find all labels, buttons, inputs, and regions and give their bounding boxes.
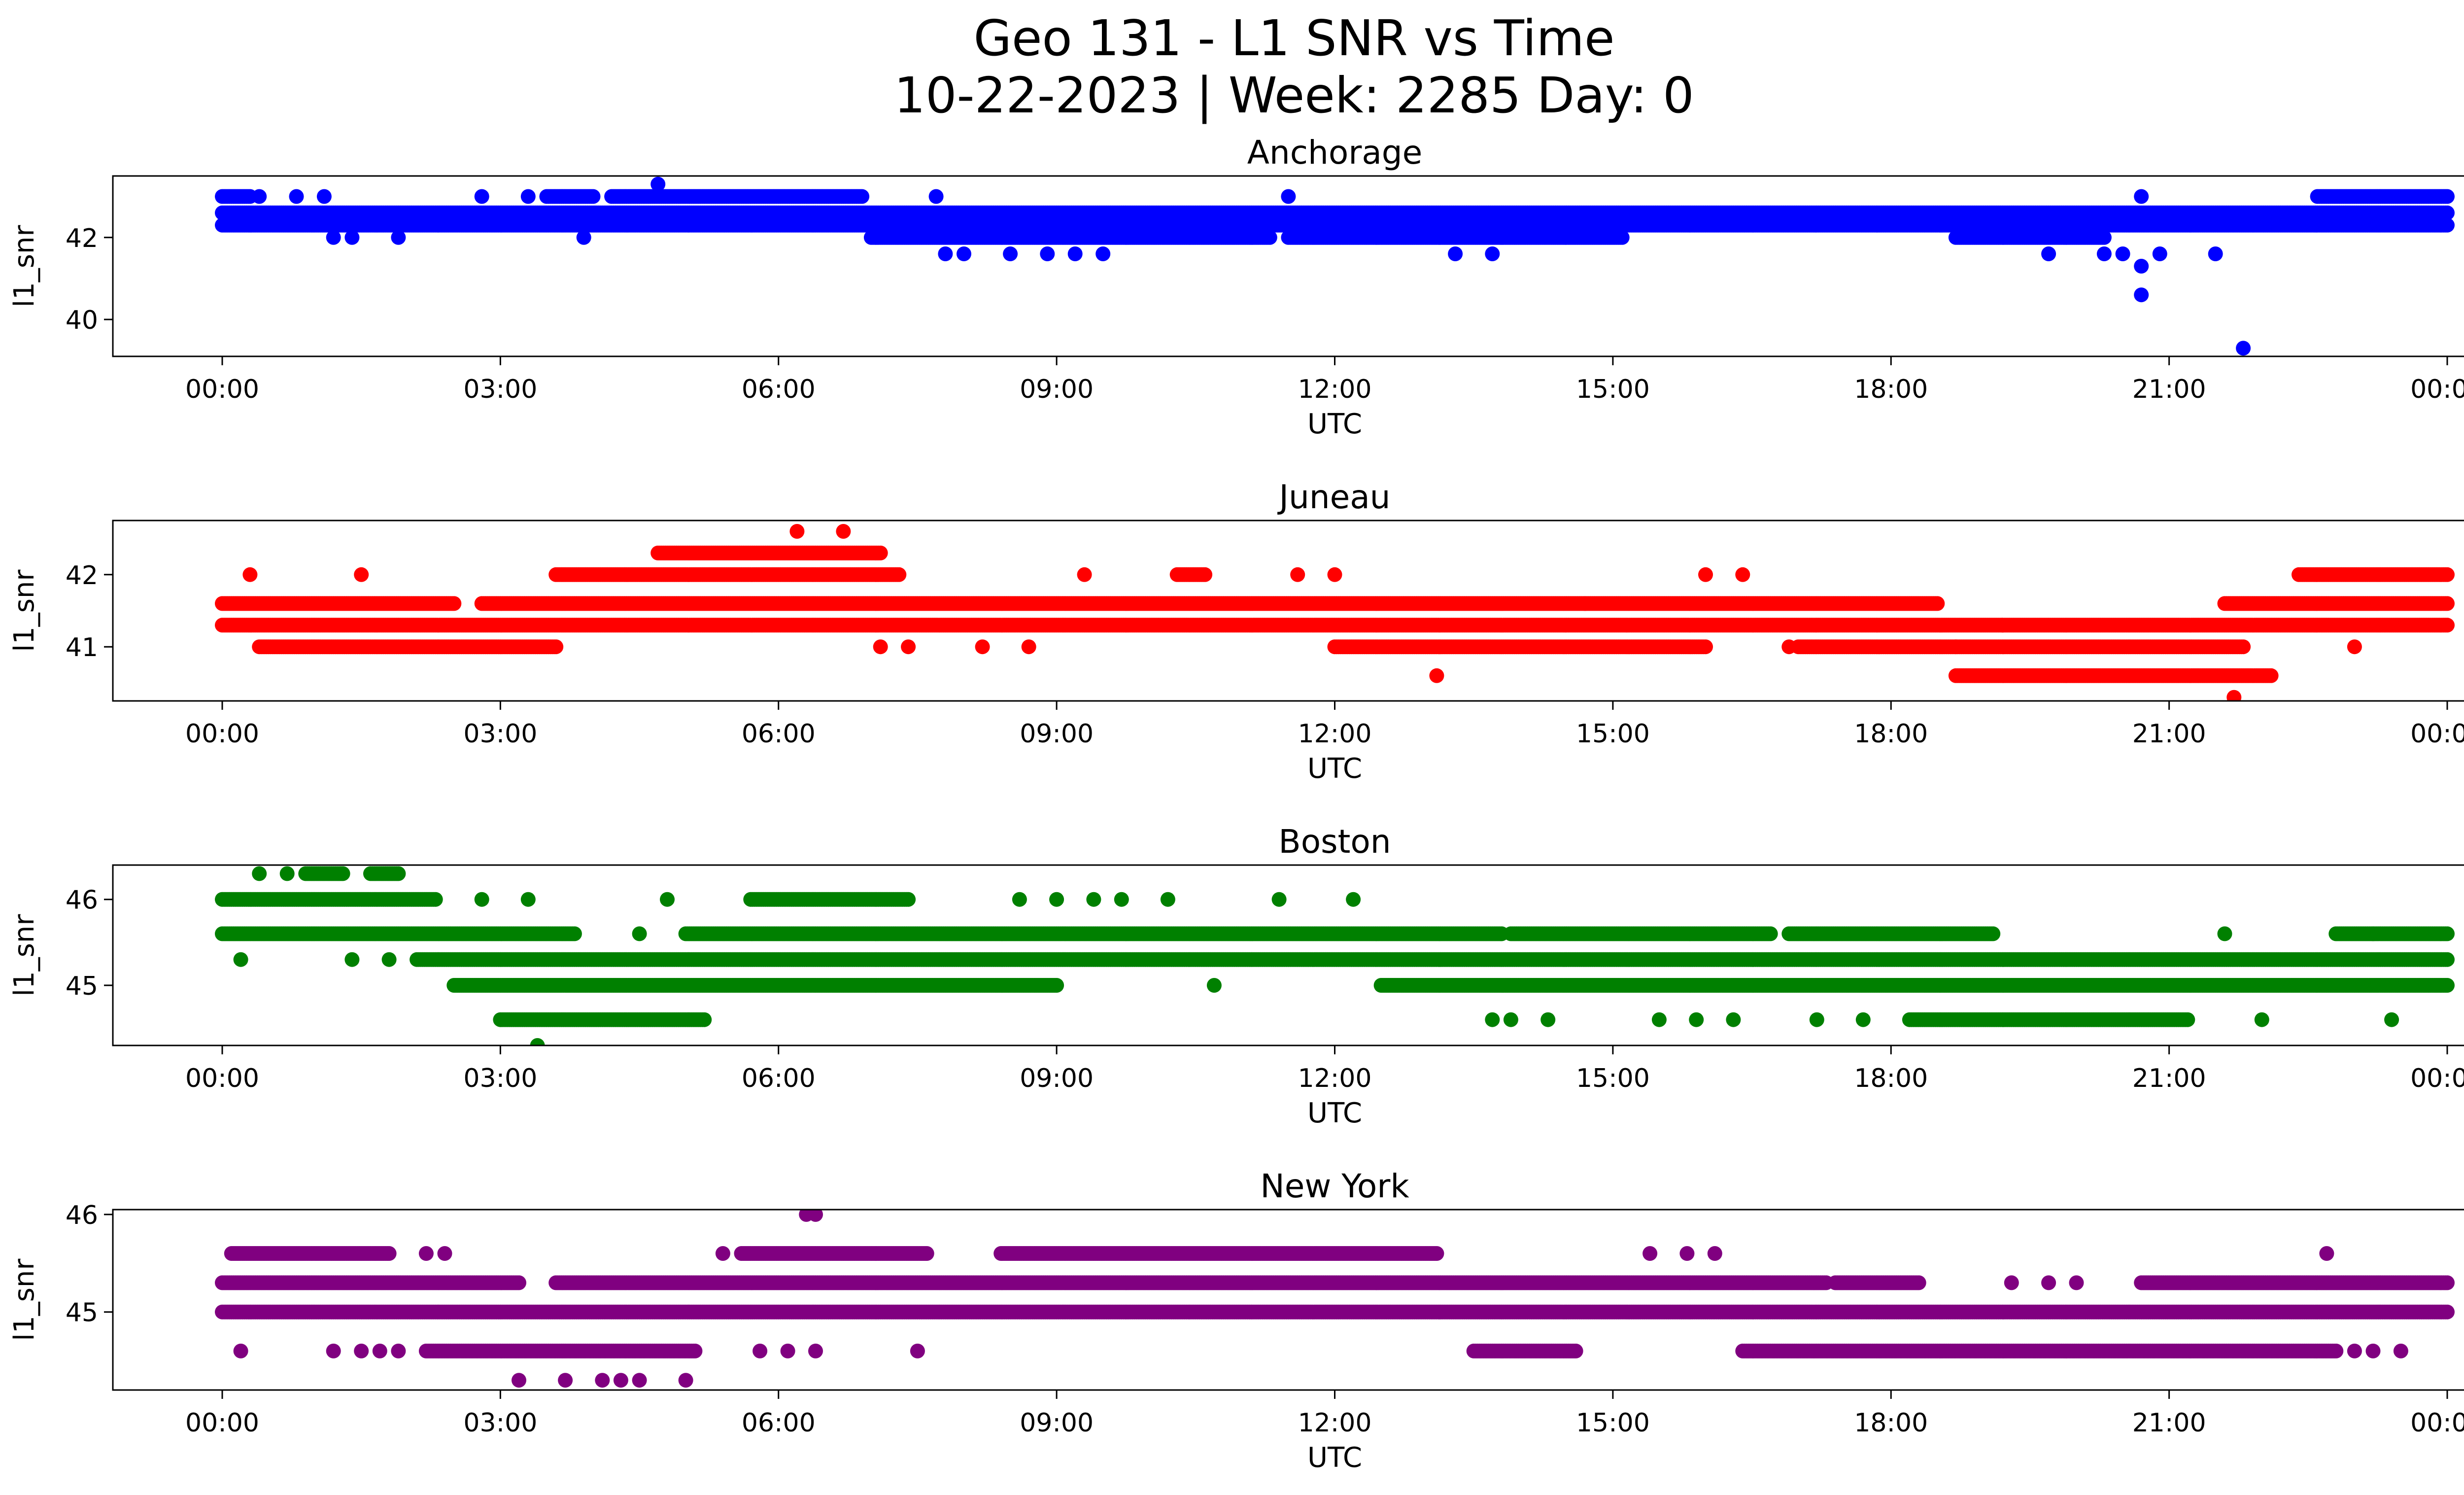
data-point: [585, 189, 601, 204]
data-point: [2440, 596, 2455, 611]
x-tick-label: 00:00: [2410, 375, 2464, 404]
data-point: [252, 189, 267, 204]
data-point: [1614, 230, 1630, 245]
data-point: [326, 230, 341, 245]
data-point: [2440, 205, 2455, 220]
data-point: [650, 176, 666, 192]
panel-juneau: 00:00 03:00 06:00 09:00 12:00 15:00 18:00 21:00…: [8, 478, 2464, 785]
figure-title-line1: Geo 131 - L1 SNR vs Time: [974, 9, 1615, 67]
data-point: [957, 246, 971, 261]
x-tick-label: 03:00: [463, 375, 537, 404]
data-point: [938, 246, 953, 261]
data-point: [2096, 230, 2112, 245]
x-tick-label: 21:00: [2132, 375, 2206, 404]
data-point: [2236, 341, 2251, 356]
x-axis-label: UTC: [1307, 408, 1362, 440]
data-point: [2440, 189, 2455, 204]
x-tick-label: 15:00: [1576, 375, 1650, 404]
data-point: [316, 189, 332, 204]
panels: 00:00 03:00 06:00 09:00 12:00 15:00 18:00 21:00…: [8, 134, 2464, 1474]
data-point: [1262, 230, 1277, 245]
data-point: [2096, 246, 2112, 261]
data-point: [446, 596, 462, 611]
y-tick-label: 40: [66, 306, 98, 335]
data-point: [520, 189, 536, 204]
data-point: [2152, 246, 2167, 261]
data-point: [344, 230, 360, 245]
panel-anchorage: 00:00 03:00 06:00 09:00 12:00 15:00 18:00 21:00…: [8, 134, 2464, 440]
data-point: [1448, 246, 1463, 261]
data-point: [1040, 246, 1055, 261]
data-point: [1930, 596, 1945, 611]
x-tick-label: 00:00: [185, 375, 259, 404]
data-point: [1095, 246, 1111, 261]
data-point: [1281, 189, 1296, 204]
x-tick-label: 18:00: [1854, 375, 1928, 404]
y-tick-label: 42: [66, 224, 98, 253]
data-point: [474, 189, 489, 204]
data-point: [2115, 246, 2130, 261]
data-point: [2041, 246, 2056, 261]
data-point: [2134, 189, 2149, 204]
x-tick-label: 09:00: [1020, 375, 1094, 404]
data-point: [2440, 217, 2455, 233]
data-point: [289, 189, 304, 204]
data-point: [928, 189, 944, 204]
figure-title-line2: 10-22-2023 | Week: 2285 Day: 0: [894, 67, 1694, 124]
scatter-points-anchorage: [215, 176, 2455, 356]
data-point: [1067, 246, 1083, 261]
data-point: [576, 230, 591, 245]
data-point: [2134, 259, 2149, 274]
data-point: [2208, 246, 2223, 261]
scatter-points-juneau: [215, 524, 2455, 701]
data-point: [1485, 246, 1500, 261]
panel-title-anchorage: Anchorage: [1247, 134, 1423, 172]
x-tick-label: 06:00: [742, 375, 816, 404]
data-point: [1003, 246, 1018, 261]
data-point: [855, 189, 870, 204]
data-point: [2134, 287, 2149, 303]
x-tick-label: 12:00: [1298, 375, 1372, 404]
y-axis-label: l1_snr: [8, 225, 40, 308]
data-point: [391, 230, 406, 245]
